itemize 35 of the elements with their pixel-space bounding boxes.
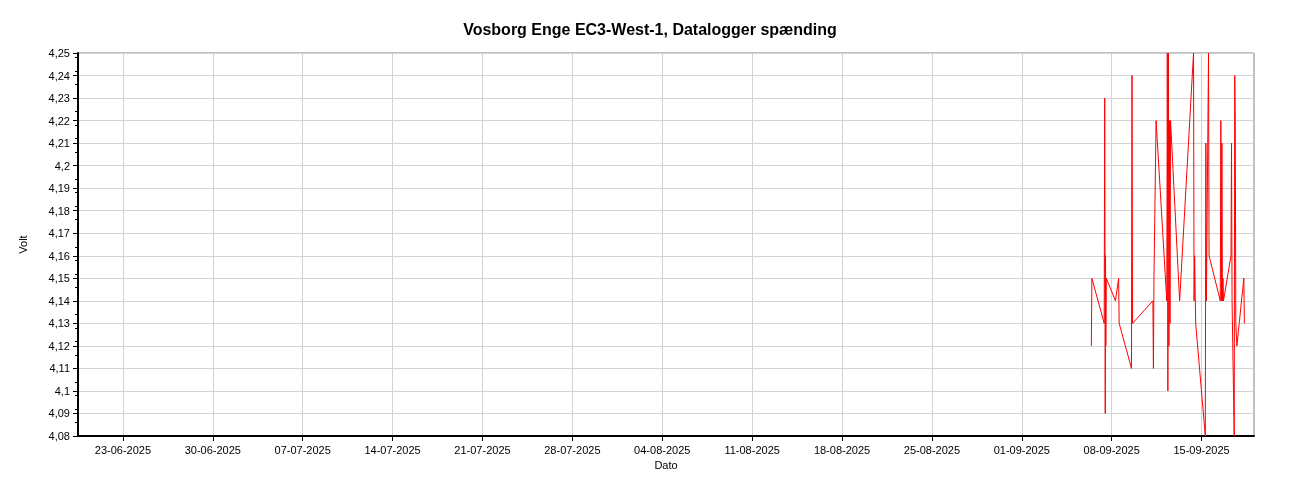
y-tick-label: 4,09	[48, 407, 70, 420]
x-tick-label: 25-08-2025	[903, 443, 961, 456]
y-tick-label: 4,08	[48, 430, 70, 442]
x-axis-title: Dato	[654, 459, 678, 472]
x-tick-label: 18-08-2025	[813, 443, 871, 456]
y-tick-label: 4,1	[54, 384, 70, 397]
x-tick-label: 01-09-2025	[993, 443, 1050, 456]
y-tick-label: 4,22	[48, 114, 70, 127]
y-tick-label: 4,2	[54, 159, 70, 172]
y-tick-label: 4,23	[48, 92, 70, 105]
y-axis-title: Volt	[16, 235, 29, 254]
chart-title: Vosborg Enge EC3-West-1, Datalogger spænding	[463, 20, 837, 38]
x-tick-label: 04-08-2025	[634, 443, 691, 456]
y-tick-label: 4,17	[48, 227, 70, 240]
y-tick-label: 4,21	[48, 137, 70, 150]
y-tick-label: 4,16	[48, 249, 70, 262]
x-tick-label: 07-07-2025	[274, 443, 331, 456]
x-tick-label: 21-07-2025	[454, 443, 511, 456]
y-tick-label: 4,13	[48, 317, 70, 330]
x-tick-label: 28-07-2025	[544, 443, 601, 456]
x-tick-label: 14-07-2025	[364, 443, 421, 456]
x-tick-label: 23-06-2025	[94, 443, 152, 456]
x-tick-label: 15-09-2025	[1173, 443, 1230, 456]
x-tick-label: 08-09-2025	[1083, 443, 1140, 456]
line-series	[1090, 52, 1245, 437]
y-tick-label: 4,15	[48, 272, 70, 285]
y-tick-label: 4,25	[48, 47, 70, 59]
x-tick-label: 30-06-2025	[184, 443, 241, 456]
y-tick-label: 4,12	[48, 339, 70, 352]
y-tick-label: 4,11	[49, 362, 70, 375]
x-tick-label: 11-08-2025	[724, 443, 780, 456]
y-tick-label: 4,19	[48, 182, 70, 195]
y-tick-label: 4,18	[48, 204, 70, 217]
y-tick-label: 4,14	[48, 294, 70, 307]
y-tick-label: 4,24	[48, 69, 70, 82]
